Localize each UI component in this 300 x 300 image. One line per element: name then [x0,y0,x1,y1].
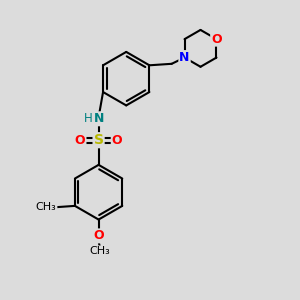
Text: O: O [93,230,104,242]
Text: H: H [84,112,93,125]
Text: CH₃: CH₃ [36,202,56,212]
Text: S: S [94,133,103,147]
Text: O: O [112,134,122,147]
Text: N: N [179,51,190,64]
Text: O: O [211,33,222,46]
Text: CH₃: CH₃ [90,246,110,256]
Text: O: O [75,134,86,147]
Text: N: N [93,112,104,125]
